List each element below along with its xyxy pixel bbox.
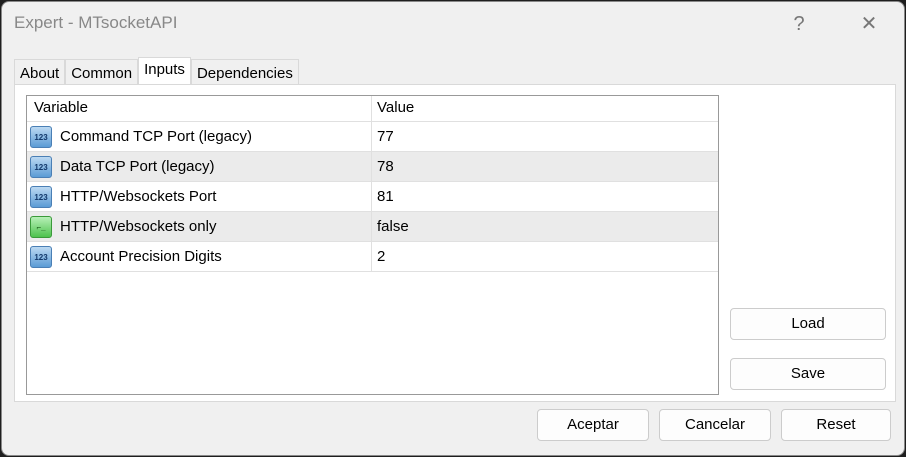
table-row[interactable]: ⌐_ HTTP/Websockets only false — [27, 212, 718, 242]
inputs-table: Variable Value 123 Command TCP Port (lega… — [26, 95, 719, 395]
title-bar: Expert - MTsocketAPI ? ✕ — [2, 2, 904, 46]
tab-common[interactable]: Common — [65, 59, 139, 86]
table-row[interactable]: 123 Data TCP Port (legacy) 78 — [27, 152, 718, 182]
window-title: Expert - MTsocketAPI — [14, 13, 178, 32]
inputs-panel: Variable Value 123 Command TCP Port (lega… — [14, 84, 896, 402]
tab-bar: About Common Inputs Dependencies — [14, 57, 299, 86]
table-row[interactable]: 123 Account Precision Digits 2 — [27, 242, 718, 272]
value-cell[interactable]: false — [377, 218, 409, 235]
variable-cell[interactable]: 123 HTTP/Websockets Port — [27, 182, 372, 212]
number-icon: 123 — [30, 156, 52, 178]
number-icon: 123 — [30, 246, 52, 268]
help-button[interactable]: ? — [793, 13, 805, 35]
boolean-icon: ⌐_ — [30, 216, 52, 238]
reset-button[interactable]: Reset — [781, 409, 891, 441]
table-row[interactable]: 123 Command TCP Port (legacy) 77 — [27, 122, 718, 152]
variable-cell[interactable]: ⌐_ HTTP/Websockets only — [27, 212, 372, 242]
load-button[interactable]: Load — [730, 308, 886, 340]
table-row[interactable]: 123 HTTP/Websockets Port 81 — [27, 182, 718, 212]
column-header-value[interactable]: Value — [377, 99, 415, 116]
variable-cell[interactable]: 123 Account Precision Digits — [27, 242, 372, 272]
table-header: Variable Value — [27, 96, 718, 126]
column-header-variable[interactable]: Variable — [27, 96, 372, 126]
variable-name: HTTP/Websockets Port — [60, 188, 217, 205]
number-icon: 123 — [30, 186, 52, 208]
variable-name: HTTP/Websockets only — [60, 218, 217, 235]
variable-name: Command TCP Port (legacy) — [60, 128, 253, 145]
variable-cell[interactable]: 123 Command TCP Port (legacy) — [27, 122, 372, 152]
number-icon: 123 — [30, 126, 52, 148]
variable-name: Account Precision Digits — [60, 248, 222, 265]
save-button[interactable]: Save — [730, 358, 886, 390]
value-cell[interactable]: 81 — [377, 188, 394, 205]
value-cell[interactable]: 2 — [377, 248, 386, 265]
header-label: Variable — [34, 99, 88, 116]
value-cell[interactable]: 77 — [377, 128, 394, 145]
tab-inputs[interactable]: Inputs — [138, 57, 191, 86]
close-button[interactable]: ✕ — [860, 13, 878, 35]
cancel-button[interactable]: Cancelar — [659, 409, 771, 441]
tab-dependencies[interactable]: Dependencies — [190, 59, 299, 86]
variable-name: Data TCP Port (legacy) — [60, 158, 215, 175]
value-cell[interactable]: 78 — [377, 158, 394, 175]
tab-about[interactable]: About — [14, 59, 66, 86]
accept-button[interactable]: Aceptar — [537, 409, 649, 441]
variable-cell[interactable]: 123 Data TCP Port (legacy) — [27, 152, 372, 182]
